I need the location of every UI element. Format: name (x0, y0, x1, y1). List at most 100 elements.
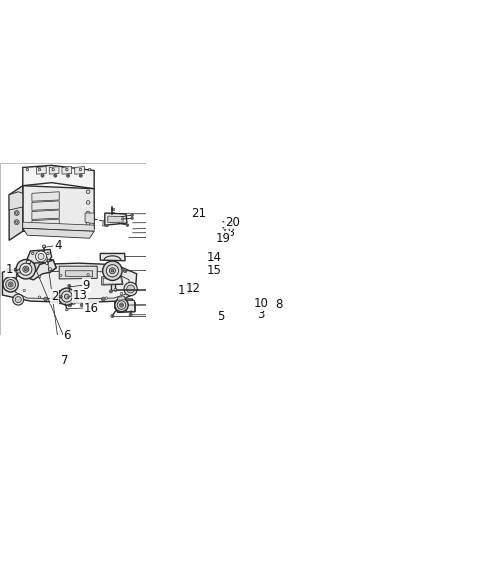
Circle shape (24, 268, 27, 271)
Text: 18: 18 (220, 225, 235, 239)
Circle shape (127, 285, 134, 293)
Circle shape (6, 279, 15, 289)
Circle shape (38, 253, 44, 260)
Circle shape (14, 220, 19, 224)
Circle shape (67, 174, 70, 177)
Circle shape (54, 174, 57, 177)
Text: 9: 9 (83, 279, 90, 292)
Circle shape (43, 245, 46, 248)
Circle shape (38, 168, 41, 171)
Circle shape (110, 291, 111, 292)
Circle shape (119, 282, 121, 284)
Polygon shape (118, 296, 125, 300)
Circle shape (10, 283, 12, 285)
Circle shape (124, 270, 126, 272)
Text: 10: 10 (254, 297, 269, 310)
Circle shape (14, 211, 19, 215)
Polygon shape (65, 271, 93, 277)
Circle shape (105, 275, 108, 278)
Circle shape (74, 298, 78, 302)
Polygon shape (32, 192, 59, 201)
Polygon shape (126, 300, 133, 311)
Polygon shape (102, 276, 123, 285)
Polygon shape (105, 213, 127, 225)
Text: 6: 6 (63, 329, 71, 341)
Polygon shape (29, 258, 56, 274)
Circle shape (114, 289, 117, 291)
Polygon shape (59, 266, 97, 279)
Polygon shape (27, 249, 52, 263)
Circle shape (32, 252, 34, 254)
Text: 19: 19 (216, 232, 231, 245)
Circle shape (126, 224, 129, 227)
Circle shape (131, 217, 133, 219)
Polygon shape (59, 291, 75, 303)
Text: 2: 2 (51, 290, 59, 303)
Text: 1: 1 (5, 264, 13, 277)
Polygon shape (29, 260, 56, 280)
Circle shape (48, 268, 52, 271)
Circle shape (47, 260, 49, 262)
Polygon shape (23, 222, 94, 231)
Circle shape (26, 168, 28, 171)
Circle shape (23, 266, 29, 272)
Polygon shape (36, 166, 46, 174)
Circle shape (8, 282, 13, 287)
Circle shape (79, 168, 82, 171)
Polygon shape (16, 269, 20, 273)
Circle shape (120, 303, 124, 307)
Circle shape (88, 168, 91, 171)
Circle shape (129, 314, 132, 316)
Circle shape (55, 175, 56, 177)
Circle shape (80, 175, 82, 177)
Circle shape (36, 251, 47, 262)
Circle shape (14, 193, 19, 197)
Circle shape (111, 315, 114, 318)
Polygon shape (15, 271, 129, 299)
Circle shape (20, 263, 32, 275)
Circle shape (15, 221, 18, 223)
Circle shape (15, 194, 18, 196)
Text: 7: 7 (61, 354, 68, 367)
Circle shape (41, 174, 44, 177)
Circle shape (106, 265, 119, 277)
Polygon shape (62, 166, 72, 174)
Polygon shape (26, 260, 30, 263)
Circle shape (15, 212, 18, 214)
Text: 15: 15 (207, 264, 222, 277)
Circle shape (64, 294, 69, 299)
Polygon shape (75, 166, 84, 174)
Text: 4: 4 (54, 239, 61, 252)
Circle shape (3, 277, 18, 292)
Circle shape (46, 262, 48, 265)
Polygon shape (85, 213, 94, 224)
Text: 14: 14 (206, 250, 222, 264)
Circle shape (60, 274, 62, 277)
Polygon shape (32, 201, 59, 210)
Circle shape (123, 269, 127, 273)
Polygon shape (103, 278, 121, 284)
Circle shape (66, 168, 68, 171)
Polygon shape (103, 220, 109, 227)
Polygon shape (23, 186, 94, 231)
Circle shape (130, 314, 131, 315)
Circle shape (109, 290, 112, 293)
Circle shape (101, 297, 105, 301)
Text: 5: 5 (217, 310, 225, 323)
Circle shape (86, 222, 90, 225)
Circle shape (16, 260, 36, 279)
Circle shape (115, 298, 128, 312)
Circle shape (86, 211, 90, 215)
Circle shape (120, 293, 123, 295)
Circle shape (86, 190, 90, 194)
Circle shape (14, 202, 19, 206)
Polygon shape (23, 228, 94, 238)
Circle shape (111, 270, 114, 272)
Circle shape (81, 304, 83, 306)
Text: 17: 17 (220, 220, 235, 233)
Circle shape (60, 296, 61, 297)
Circle shape (42, 175, 43, 177)
Circle shape (15, 203, 18, 205)
Circle shape (102, 298, 104, 300)
Text: 12: 12 (185, 282, 200, 295)
